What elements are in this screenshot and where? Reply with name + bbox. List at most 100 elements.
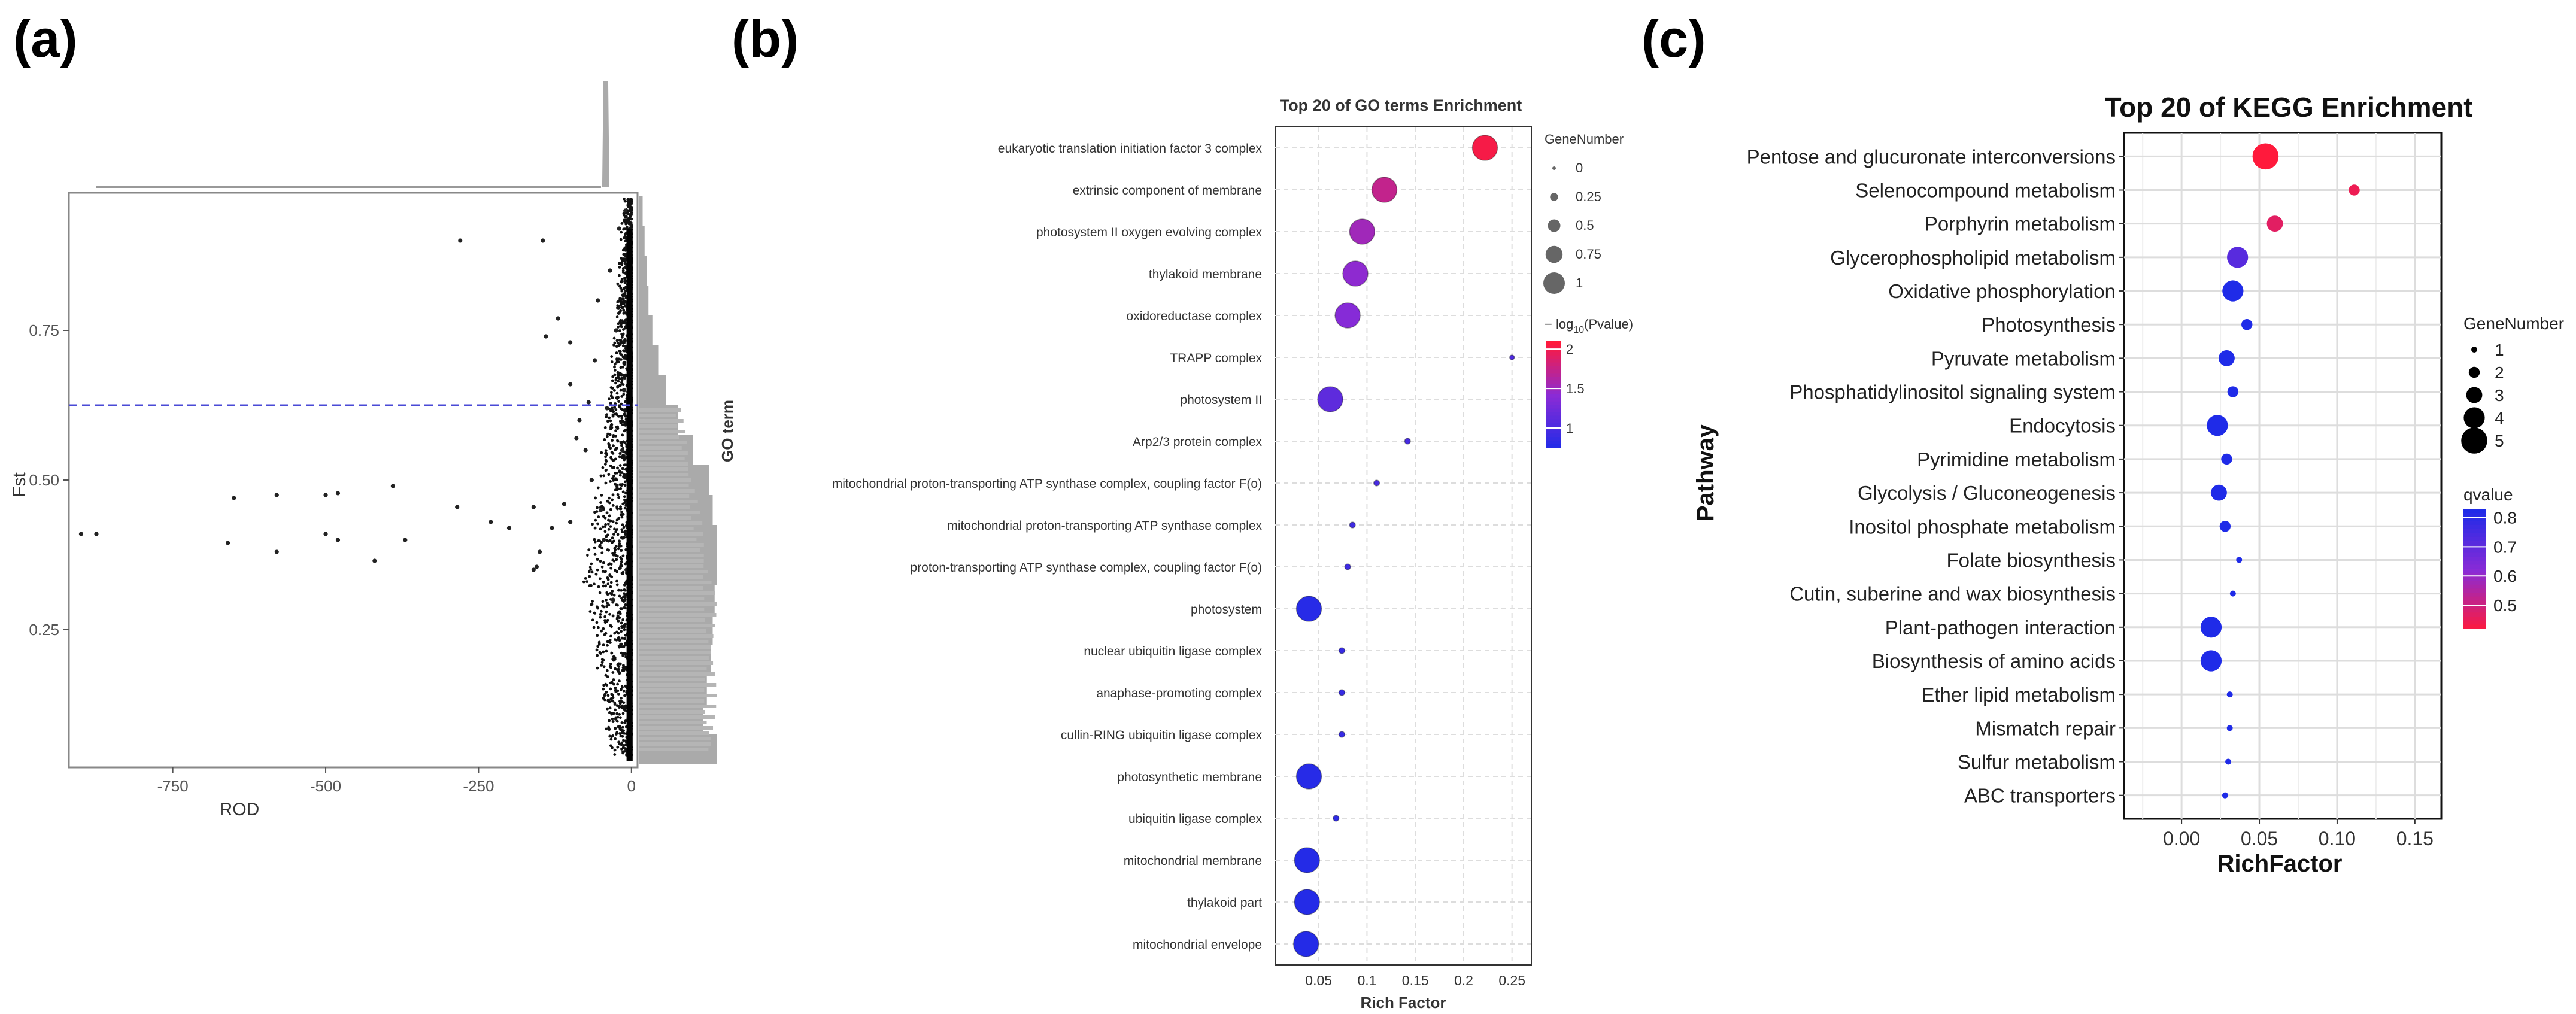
panel-a-point: [455, 505, 460, 509]
panel-a-point: [609, 391, 613, 394]
panel-a-hist-texture: [639, 554, 704, 557]
panel-a-hist-texture: [639, 473, 689, 476]
panel-b-legend-color-title: − log10(Pvalue): [1545, 317, 1633, 335]
panel-c-legend-gradient-step: [2463, 533, 2486, 538]
panel-a-point: [506, 526, 512, 530]
panel-a-point: [618, 300, 621, 303]
panel-c-pathway-label: Ether lipid metabolism: [1921, 684, 2116, 706]
panel-a-point: [623, 709, 627, 712]
panel-a-point: [606, 593, 609, 596]
panel-a-point: [608, 711, 611, 714]
legend-title-sub: 10: [1573, 325, 1584, 335]
panel-a-point: [621, 365, 624, 369]
panel-a-point: [609, 426, 612, 429]
panel-a-point: [614, 457, 617, 461]
panel-a-point: [623, 628, 626, 632]
panel-a-point: [620, 339, 623, 343]
panel-a-point: [621, 512, 625, 516]
panel-a-point: [620, 588, 623, 592]
panel-b-legend-gradient-step: [1546, 397, 1561, 402]
panel-a-point: [541, 238, 545, 243]
panel-a-point: [618, 567, 621, 570]
panel-c-legend-gradient-step: [2463, 509, 2486, 514]
panel-a-point: [605, 451, 608, 455]
panel-a-point: [621, 523, 624, 527]
panel-c-legend-size-title: GeneNumber: [2463, 314, 2564, 333]
panel-a-point: [621, 271, 625, 274]
panel-b-legend-gradient-step: [1546, 394, 1561, 399]
panel-b-legend-color-label: 1.5: [1566, 381, 1585, 396]
panel-c-pathway-label: Photosynthesis: [1982, 314, 2116, 336]
panel-a-point: [618, 702, 622, 705]
panel-a-point: [596, 654, 599, 657]
panel-a-point: [619, 238, 623, 241]
panel-a-point: [602, 687, 605, 691]
panel-a-hist-bar: [639, 286, 649, 315]
panel-a-point: [596, 558, 599, 561]
panel-a-point: [618, 352, 622, 356]
panel-a-point: [606, 522, 610, 526]
panel-a-hist-texture: [639, 424, 678, 428]
panel-a-point: [585, 580, 588, 584]
panel-a-point: [335, 538, 341, 542]
panel-a-point: [605, 468, 608, 472]
panel-a-point: [562, 502, 567, 506]
panel-c-point: [2349, 184, 2360, 196]
panel-a-point: [621, 440, 625, 444]
panel-a-point: [604, 570, 607, 573]
panel-a-point: [608, 445, 611, 449]
panel-a-point: [605, 413, 608, 417]
panel-a-point: [617, 588, 620, 592]
panel-a-point: [620, 448, 625, 453]
panel-a-point: [611, 720, 615, 723]
panel-a-point: [595, 621, 599, 624]
panel-b-legend-color-label: 1: [1566, 421, 1573, 436]
panel-a-hist-texture: [639, 435, 679, 439]
panel-c-legend-color-label: 0.5: [2493, 596, 2517, 615]
panel-a-point: [623, 506, 627, 510]
panel-a-point: [623, 338, 627, 341]
panel-b-point: [1295, 596, 1322, 622]
panel-c-x-tick-label: 0.10: [2319, 828, 2356, 849]
panel-a-point: [617, 740, 621, 744]
panel-c-legend-gradient-step: [2463, 572, 2486, 578]
panel-a-hist-texture: [639, 538, 697, 541]
panel-a-point: [624, 719, 627, 723]
panel-a-point: [591, 523, 594, 526]
panel-a-point: [390, 484, 395, 488]
panel-b-legend-gradient-step: [1546, 391, 1561, 395]
panel-a-point: [584, 576, 587, 580]
panel-c-legend-gradient-step: [2463, 593, 2486, 597]
panel-b-term-label: extrinsic component of membrane: [1073, 184, 1262, 198]
panel-a-point: [629, 217, 633, 221]
panel-a-point: [610, 355, 614, 358]
panel-a-point: [618, 464, 622, 467]
panel-a-point: [608, 639, 612, 642]
panel-a-zero-column: [626, 229, 633, 761]
panel-b-x-tick-label: 0.15: [1402, 973, 1429, 988]
panel-a-point: [617, 376, 620, 380]
panel-a-hist-texture: [639, 602, 717, 606]
panel-b-legend-gradient-step: [1546, 380, 1561, 385]
panel-a-point: [606, 640, 609, 643]
panel-a-point: [624, 652, 627, 655]
panel-a-point: [629, 226, 633, 229]
panel-a-hist-texture: [639, 484, 689, 487]
panel-a-point: [620, 335, 624, 339]
panel-c-legend-gradient-step: [2463, 517, 2486, 521]
panel-a-point: [618, 679, 621, 683]
panel-a-point: [622, 664, 625, 667]
panel-a-point: [603, 426, 607, 429]
panel-a-hist-texture: [639, 629, 707, 633]
panel-a-point: [616, 326, 620, 329]
panel-a-point: [620, 642, 623, 646]
panel-c-point: [2222, 792, 2228, 799]
panel-c-xlabel: RichFactor: [2217, 851, 2343, 877]
panel-c-legend-size-label: 5: [2495, 432, 2504, 450]
panel-c-x-tick-label: 0.00: [2163, 828, 2200, 849]
panel-a-point: [616, 282, 620, 286]
panel-b-legend-gradient-step: [1546, 341, 1561, 345]
panel-a-point: [613, 551, 617, 554]
panel-a-point: [621, 725, 624, 729]
panel-a-point: [568, 382, 573, 387]
